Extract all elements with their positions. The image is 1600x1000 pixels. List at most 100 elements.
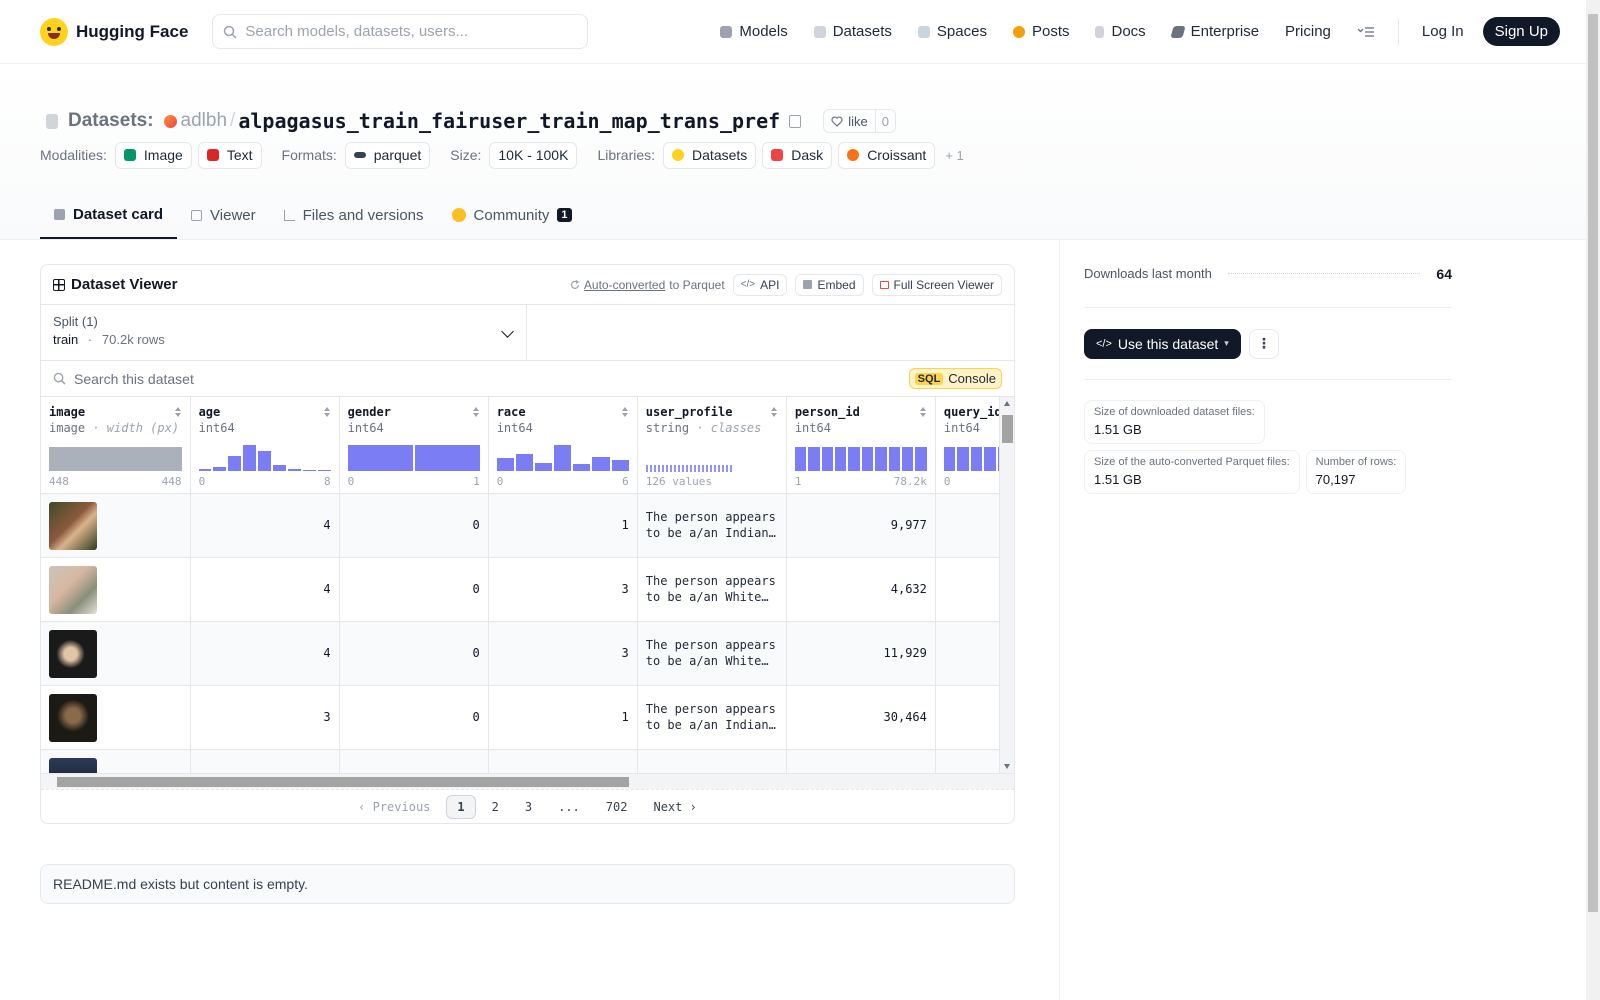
data-table-wrap: image image · width (px) 448 448 age int6…	[41, 397, 1014, 773]
table-row[interactable]: 4 0 1 The person appears to be a/an Indi…	[41, 493, 1014, 558]
api-button[interactable]: </> API	[732, 273, 788, 296]
sql-console-label: Console	[948, 371, 996, 386]
sort-icon[interactable]	[919, 407, 927, 417]
histogram	[198, 445, 331, 471]
cell-user-profile[interactable]: The person appears to be a/an White…	[637, 621, 787, 686]
tab-files[interactable]: Files and versions	[270, 191, 438, 239]
page-scrollbar[interactable]	[1586, 0, 1600, 1000]
cell-user-profile[interactable]: The person appears to be a/an Indian…	[637, 493, 787, 558]
sql-console-button[interactable]: SQL Console	[908, 368, 1002, 389]
nav-docs-label: Docs	[1111, 23, 1146, 40]
image-thumbnail[interactable]	[49, 501, 97, 550]
cell-image[interactable]	[41, 685, 191, 750]
table-row[interactable]: 4 0 3 The person appears to be a/an Whit…	[41, 621, 1014, 686]
search-icon	[224, 25, 237, 39]
sort-icon[interactable]	[770, 407, 778, 417]
owner-avatar[interactable]	[163, 114, 177, 128]
signup-button[interactable]: Sign Up	[1482, 17, 1560, 46]
page-scrollbar-thumb[interactable]	[1588, 14, 1598, 912]
brand-name: Hugging Face	[76, 21, 189, 41]
image-thumbnail[interactable]	[49, 629, 97, 678]
login-link[interactable]: Log In	[1411, 17, 1475, 46]
image-thumbnail[interactable]	[49, 565, 97, 614]
page-last-button[interactable]: 702	[605, 799, 628, 814]
cell-user-profile[interactable]: The person appears to be a/an White…	[637, 557, 787, 622]
nav-datasets[interactable]: Datasets	[803, 17, 903, 46]
tab-community[interactable]: Community 1	[438, 191, 586, 239]
parquet-icon	[353, 152, 366, 158]
table-row[interactable]: 4 0 3 The person appears to be a/an Whit…	[41, 557, 1014, 622]
nav-posts[interactable]: Posts	[1002, 17, 1081, 46]
tag-library-croissant[interactable]: Croissant	[838, 141, 936, 169]
tags-row: Modalities: Image Text Formats: parquet …	[40, 140, 1560, 170]
tab-dataset-card[interactable]: Dataset card	[40, 191, 178, 239]
embed-button[interactable]: Embed	[795, 273, 864, 296]
column-range: 126 values	[646, 475, 778, 488]
scroll-up-icon[interactable]	[1004, 401, 1010, 406]
page-1-button[interactable]: 1	[446, 794, 476, 819]
cell-image[interactable]	[41, 493, 191, 558]
cell-image[interactable]	[41, 749, 191, 773]
column-header-person-id[interactable]: person_id int64 1 78.2k	[786, 397, 936, 494]
tag-format-parquet[interactable]: parquet	[344, 141, 431, 169]
repo-name[interactable]: alpagasus_train_fairuser_train_map_trans…	[238, 109, 781, 133]
use-this-dataset-button[interactable]: </> Use this dataset ▾	[1084, 328, 1241, 359]
sort-icon[interactable]	[621, 407, 629, 417]
column-header-user-profile[interactable]: user_profile string · classes 126 values	[637, 397, 787, 494]
data-table: image image · width (px) 448 448 age int6…	[41, 397, 1014, 773]
nav-enterprise[interactable]: Enterprise	[1161, 17, 1270, 46]
cell-image[interactable]	[41, 557, 191, 622]
nav-more-menu[interactable]	[1346, 20, 1386, 44]
croissant-icon	[847, 149, 860, 161]
image-thumbnail[interactable]	[49, 757, 97, 773]
scroll-down-icon[interactable]	[1004, 764, 1010, 769]
sort-icon[interactable]	[323, 407, 331, 417]
split-selector[interactable]: Split (1) train · 70.2k rows	[41, 305, 527, 360]
next-page-button[interactable]: Next ›	[653, 799, 697, 814]
nav-spaces[interactable]: Spaces	[907, 17, 998, 46]
more-options-button[interactable]: ⋮	[1248, 328, 1279, 359]
dataset-search-input[interactable]: Search this dataset SQL Console	[41, 361, 1014, 397]
range-min: 0	[347, 475, 355, 488]
owner-link[interactable]: adlbh	[180, 110, 228, 131]
full-screen-button[interactable]: Full Screen Viewer	[871, 273, 1002, 296]
tag-library-dask[interactable]: Dask	[762, 141, 833, 169]
page-3-button[interactable]: 3	[524, 799, 533, 814]
previous-page-button[interactable]: ‹ Previous	[358, 799, 431, 814]
auto-converted-link[interactable]: Auto-converted	[583, 277, 666, 292]
table-row[interactable]	[41, 749, 1014, 773]
image-thumbnail[interactable]	[49, 693, 97, 742]
column-name: query_id	[943, 405, 1002, 419]
tag-library-datasets[interactable]: Datasets	[663, 141, 757, 169]
table-row[interactable]: 3 0 1 The person appears to be a/an Indi…	[41, 685, 1014, 750]
tag-modality-text[interactable]: Text	[197, 141, 262, 169]
libraries-more[interactable]: + 1	[945, 147, 964, 163]
copy-icon[interactable]	[789, 114, 802, 128]
search-input[interactable]: Search models, datasets, users...	[212, 14, 589, 49]
cell-user-profile[interactable]: The person appears to be a/an Indian…	[637, 685, 787, 750]
brand-link[interactable]: Hugging Face	[40, 17, 189, 46]
nav-pricing[interactable]: Pricing	[1274, 17, 1342, 46]
nav-models[interactable]: Models	[709, 17, 798, 46]
page-2-button[interactable]: 2	[491, 799, 499, 814]
table-vertical-scrollbar[interactable]	[999, 397, 1014, 773]
sort-icon[interactable]	[174, 407, 182, 417]
scrollbar-thumb[interactable]	[1002, 415, 1013, 443]
sort-icon[interactable]	[472, 407, 480, 417]
nav-spaces-label: Spaces	[936, 23, 987, 40]
cell-gender: 0	[339, 685, 489, 750]
tag-size[interactable]: 10K - 100K	[489, 141, 578, 169]
tag-modality-image[interactable]: Image	[114, 141, 192, 169]
scrollbar-thumb[interactable]	[57, 777, 629, 787]
column-range: 0	[944, 475, 1014, 488]
repo-type-label[interactable]: Datasets:	[68, 110, 154, 131]
nav-docs[interactable]: Docs	[1084, 17, 1156, 46]
cell-image[interactable]	[41, 621, 191, 686]
column-header-image[interactable]: image image · width (px) 448 448	[41, 397, 191, 494]
like-button[interactable]: like 0	[823, 109, 896, 133]
tab-viewer[interactable]: Viewer	[177, 191, 270, 239]
table-horizontal-scrollbar[interactable]	[41, 773, 1014, 789]
